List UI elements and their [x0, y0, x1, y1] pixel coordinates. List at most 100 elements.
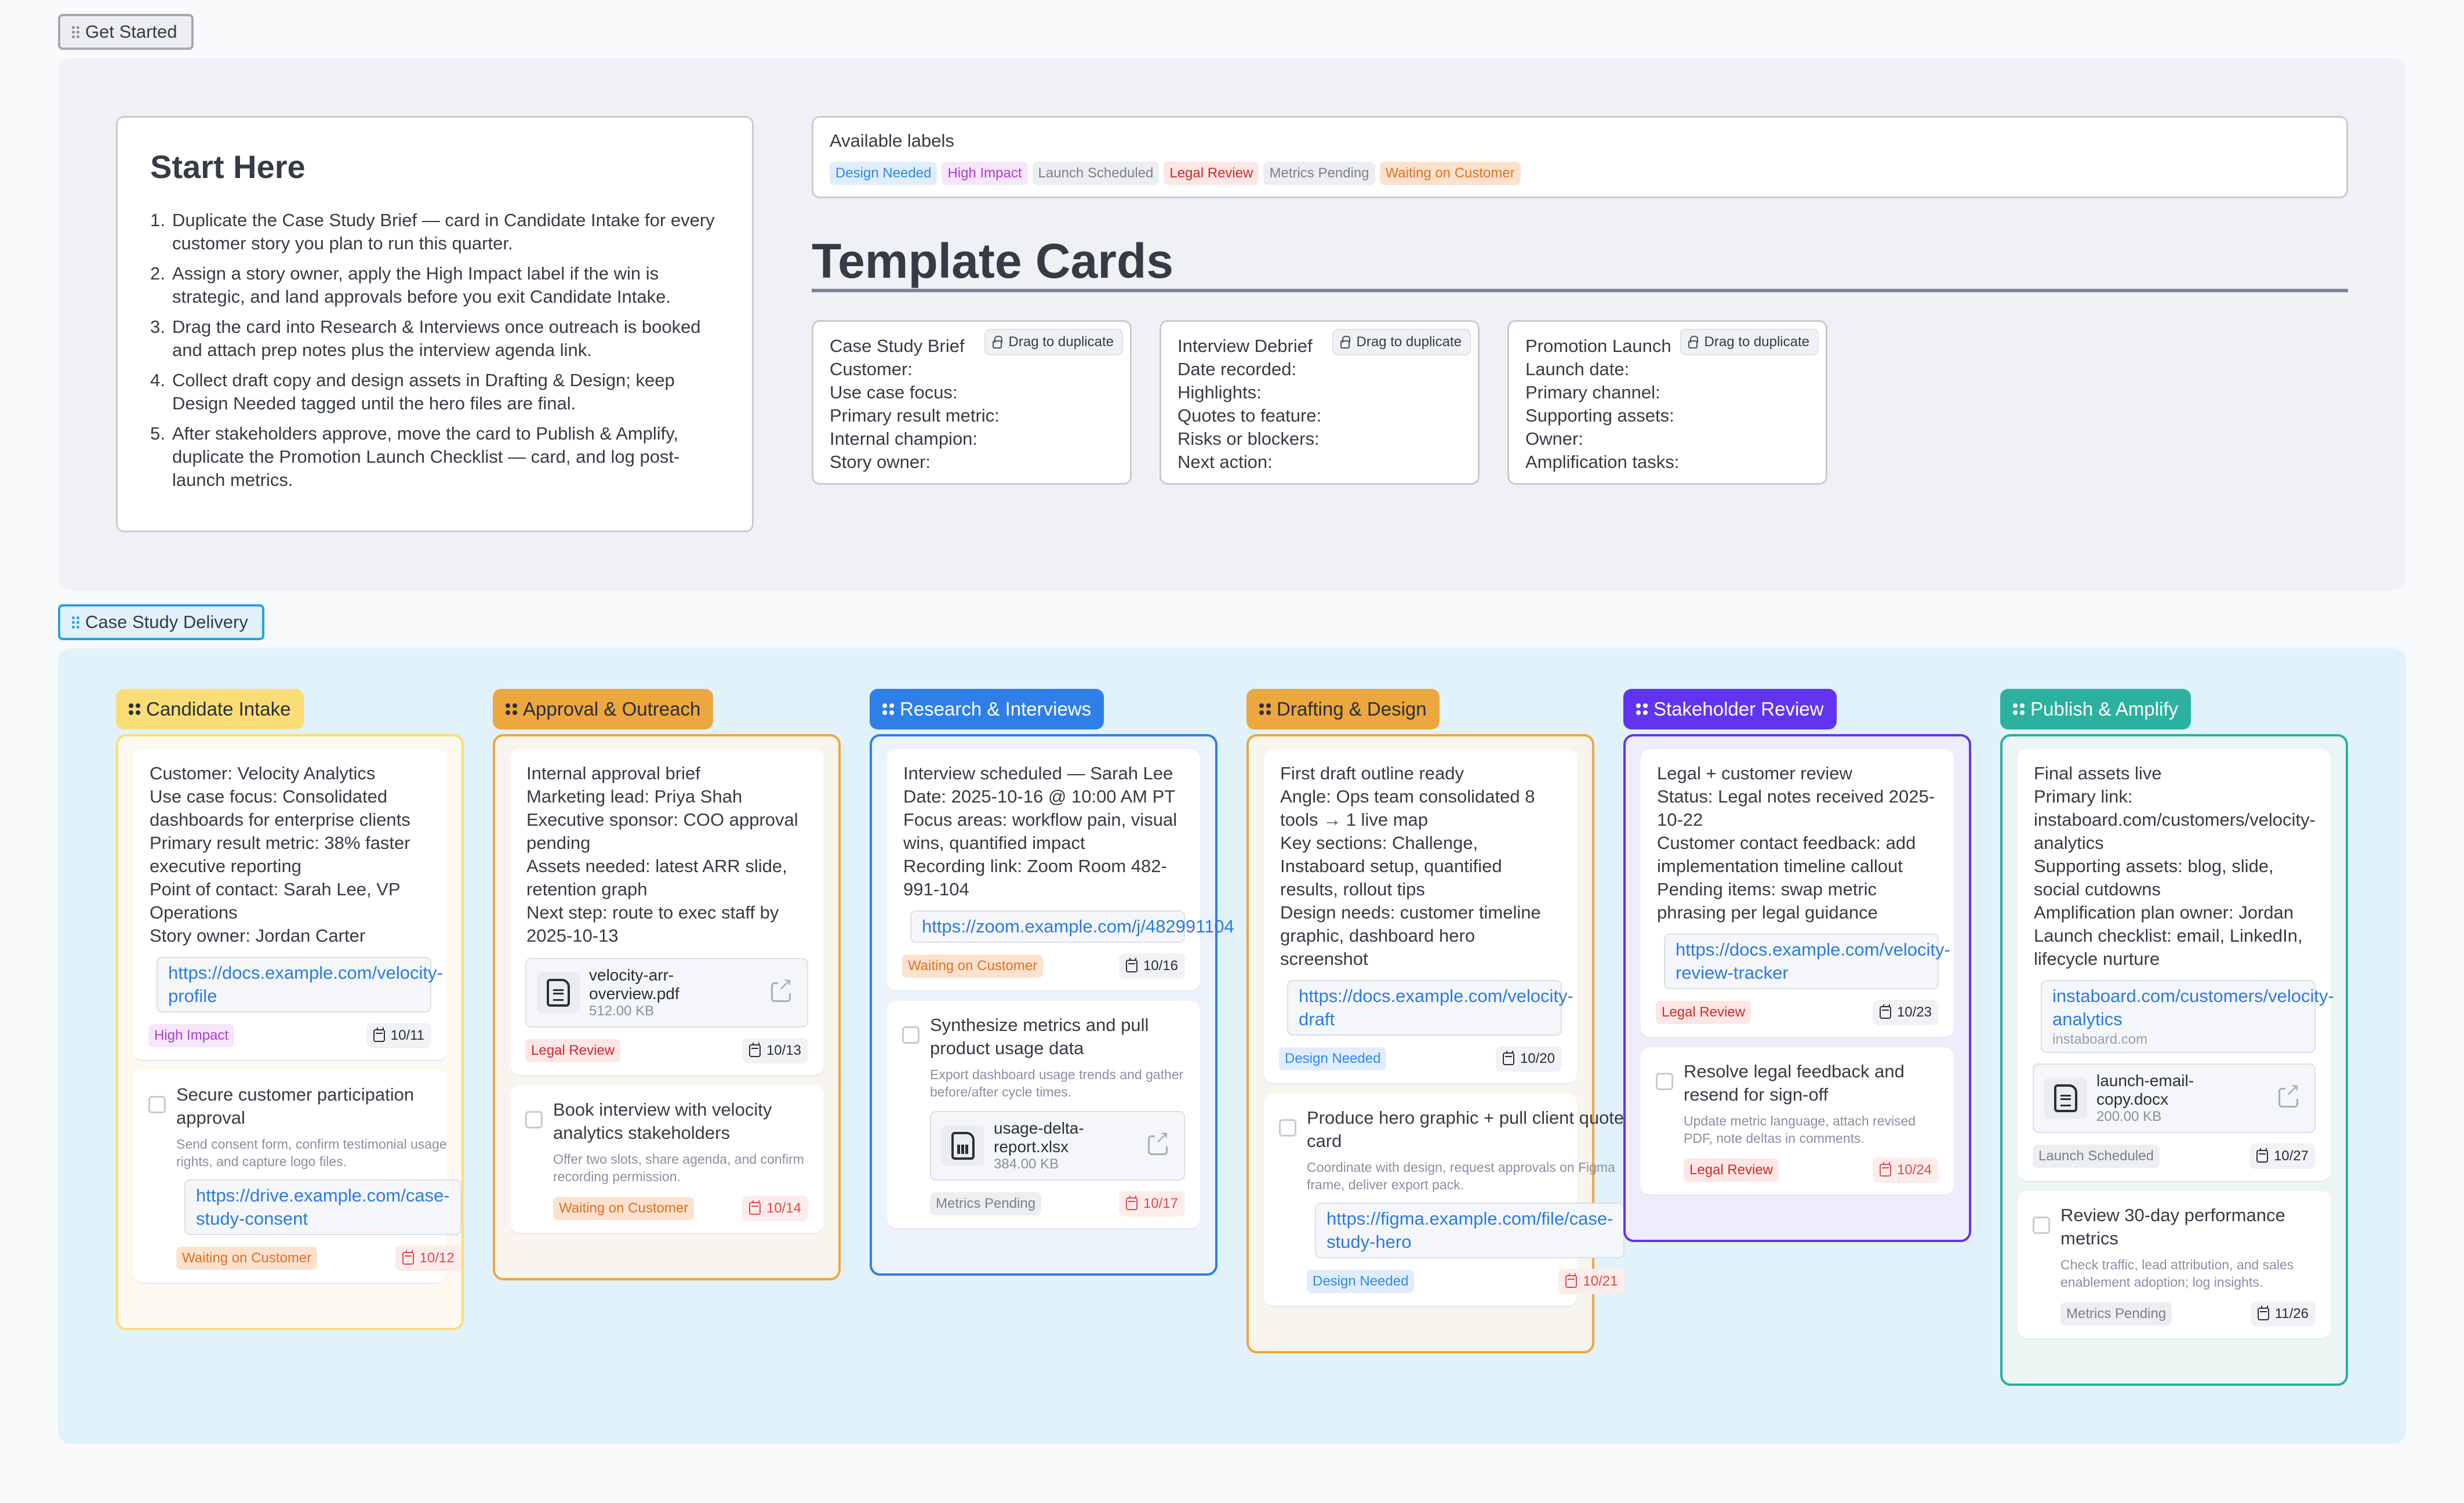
label-waiting-on-customer[interactable]: Waiting on Customer [1379, 162, 1521, 185]
due-date[interactable]: 10/16 [1118, 953, 1185, 979]
due-date[interactable]: 10/20 [1495, 1046, 1562, 1072]
open-external-icon[interactable] [1148, 1129, 1169, 1155]
frame-handle-case-study-delivery[interactable]: Case Study Delivery [58, 604, 264, 640]
card-label[interactable]: Metrics Pending [930, 1192, 1042, 1215]
note-card[interactable]: Interview scheduled — Sarah Lee Date: 202… [887, 749, 1234, 990]
task-card[interactable]: Review 30-day performance metrics Check … [2018, 1191, 2331, 1338]
due-date[interactable]: 10/27 [2249, 1143, 2316, 1169]
card-label[interactable]: Waiting on Customer [176, 1247, 318, 1270]
note-card[interactable]: Legal + customer review Status: Legal not… [1641, 749, 1954, 1037]
link-url[interactable]: https://docs.example.com/velocity-review… [1676, 939, 1950, 983]
task-checkbox[interactable] [1656, 1073, 1673, 1090]
link-url[interactable]: https://zoom.example.com/j/482991104 [922, 916, 1234, 936]
template-field: Use case focus: [830, 382, 958, 402]
frame-handle-get-started[interactable]: Get Started [58, 14, 194, 50]
column-approval-outreach: Approval & Outreach Internal approval br… [493, 689, 841, 1280]
task-card[interactable]: Book interview with velocity analytics s… [510, 1086, 823, 1233]
link-preview[interactable]: https://drive.example.com/case-study-con… [184, 1179, 461, 1235]
task-checkbox[interactable] [525, 1111, 543, 1128]
note-card[interactable]: Customer: Velocity Analytics Use case foc… [133, 749, 446, 1060]
task-checkbox[interactable] [148, 1096, 166, 1113]
due-date[interactable]: 10/11 [366, 1023, 431, 1048]
label-high-impact[interactable]: High Impact [942, 162, 1028, 185]
card-label[interactable]: Waiting on Customer [902, 954, 1044, 978]
card-label[interactable]: High Impact [148, 1024, 235, 1047]
column-header[interactable]: Research & Interviews [870, 689, 1104, 729]
due-date[interactable]: 10/23 [1872, 1000, 1939, 1025]
available-labels-card[interactable]: Available labels Design Needed High Impa… [812, 116, 2348, 198]
file-attachment[interactable]: velocity-arr-overview.pdf 512.00 KB [525, 958, 808, 1028]
due-date[interactable]: 10/24 [1872, 1157, 1939, 1183]
link-preview[interactable]: https://zoom.example.com/j/482991104 [910, 910, 1234, 943]
note-line: Launch checklist: email, LinkedIn, lifec… [2034, 925, 2303, 969]
link-url[interactable]: https://figma.example.com/file/case-stud… [1327, 1208, 1613, 1252]
link-url[interactable]: https://docs.example.com/velocity-profil… [168, 963, 443, 1006]
task-card[interactable]: Resolve legal feedback and resend for si… [1641, 1047, 1954, 1195]
link-url[interactable]: https://drive.example.com/case-study-con… [196, 1185, 450, 1229]
task-card[interactable]: Produce hero graphic + pull client quote… [1264, 1094, 1625, 1306]
column-header[interactable]: Stakeholder Review [1623, 689, 1837, 729]
card-label[interactable]: Legal Review [1656, 1001, 1751, 1024]
due-date[interactable]: 10/13 [742, 1038, 808, 1063]
file-size: 200.00 KB [2096, 1109, 2162, 1124]
link-preview[interactable]: https://figma.example.com/file/case-stud… [1315, 1203, 1625, 1258]
link-preview[interactable]: instaboard.com/customers/velocity-analyt… [2041, 980, 2334, 1053]
column-header[interactable]: Approval & Outreach [493, 689, 714, 729]
label-metrics-pending[interactable]: Metrics Pending [1263, 162, 1375, 185]
task-card[interactable]: Secure customer participation approval S… [133, 1070, 461, 1283]
template-field: Risks or blockers: [1178, 429, 1320, 449]
file-attachment[interactable]: usage-delta-report.xlsx 384.00 KB [930, 1111, 1185, 1181]
drag-to-duplicate-button[interactable]: Drag to duplicate [1680, 329, 1819, 355]
task-card[interactable]: Synthesize metrics and pull product usag… [887, 1001, 1200, 1228]
link-url[interactable]: instaboard.com/customers/velocity-analyt… [2052, 986, 2334, 1029]
due-date[interactable]: 10/21 [1558, 1269, 1625, 1294]
due-date[interactable]: 11/26 [2250, 1301, 2316, 1327]
note-line: Story owner: Jordan Carter [150, 925, 366, 946]
note-card[interactable]: Final assets live Primary link: instaboar… [2018, 749, 2334, 1181]
template-card-interview-debrief[interactable]: Interview Debrief Date recorded: Highlig… [1160, 320, 1480, 485]
label-legal-review[interactable]: Legal Review [1164, 162, 1259, 185]
drag-to-duplicate-button[interactable]: Drag to duplicate [984, 329, 1123, 355]
column-candidate-intake: Candidate Intake Customer: Velocity Anal… [116, 689, 464, 1330]
due-date-text: 11/26 [2274, 1306, 2309, 1322]
column-header[interactable]: Candidate Intake [116, 689, 304, 729]
card-label[interactable]: Legal Review [1684, 1159, 1779, 1182]
due-date[interactable]: 10/12 [395, 1246, 461, 1271]
label-launch-scheduled[interactable]: Launch Scheduled [1032, 162, 1160, 185]
template-card-promotion-launch[interactable]: Promotion Launch Launch date: Primary ch… [1507, 320, 1827, 485]
column-header[interactable]: Drafting & Design [1246, 689, 1440, 729]
label-design-needed[interactable]: Design Needed [830, 162, 937, 185]
column-header[interactable]: Publish & Amplify [2000, 689, 2191, 729]
column-title: Drafting & Design [1277, 698, 1427, 720]
template-field: Primary result metric: [830, 405, 1000, 426]
template-card-case-study-brief[interactable]: Case Study Brief Customer: Use case focu… [812, 320, 1132, 485]
drag-to-duplicate-button[interactable]: Drag to duplicate [1332, 329, 1471, 355]
file-attachment[interactable]: launch-email-copy.docx 200.00 KB [2033, 1063, 2316, 1133]
note-line: Executive sponsor: COO approval pending [526, 809, 798, 853]
card-label[interactable]: Metrics Pending [2060, 1302, 2172, 1326]
card-label[interactable]: Waiting on Customer [553, 1197, 695, 1220]
task-checkbox[interactable] [1279, 1119, 1296, 1137]
document-file-icon [2044, 1078, 2087, 1119]
start-here-card[interactable]: Start Here 1. Duplicate the Case Study Br… [116, 116, 754, 532]
document-file-icon [537, 972, 580, 1013]
link-url[interactable]: https://docs.example.com/velocity-draft [1299, 986, 1573, 1029]
link-preview[interactable]: https://docs.example.com/velocity-profil… [157, 957, 443, 1012]
calendar-icon [748, 1200, 761, 1215]
template-field: Customer: [830, 359, 913, 379]
note-body: Legal + customer review Status: Legal not… [1656, 762, 1939, 924]
card-label[interactable]: Launch Scheduled [2033, 1145, 2160, 1168]
link-preview[interactable]: https://docs.example.com/velocity-review… [1664, 934, 1950, 989]
card-label[interactable]: Design Needed [1307, 1270, 1415, 1293]
card-label[interactable]: Legal Review [525, 1039, 621, 1062]
link-preview[interactable]: https://docs.example.com/velocity-draft [1287, 980, 1573, 1036]
due-date[interactable]: 10/17 [1118, 1191, 1185, 1217]
task-checkbox[interactable] [2033, 1217, 2050, 1234]
task-checkbox[interactable] [902, 1026, 920, 1044]
open-external-icon[interactable] [771, 976, 793, 1002]
open-external-icon[interactable] [2278, 1081, 2300, 1108]
due-date[interactable]: 10/14 [742, 1196, 808, 1221]
note-card[interactable]: Internal approval brief Marketing lead: P… [510, 749, 823, 1075]
note-card[interactable]: First draft outline ready Angle: Ops team… [1264, 749, 1577, 1083]
card-label[interactable]: Design Needed [1279, 1047, 1387, 1070]
